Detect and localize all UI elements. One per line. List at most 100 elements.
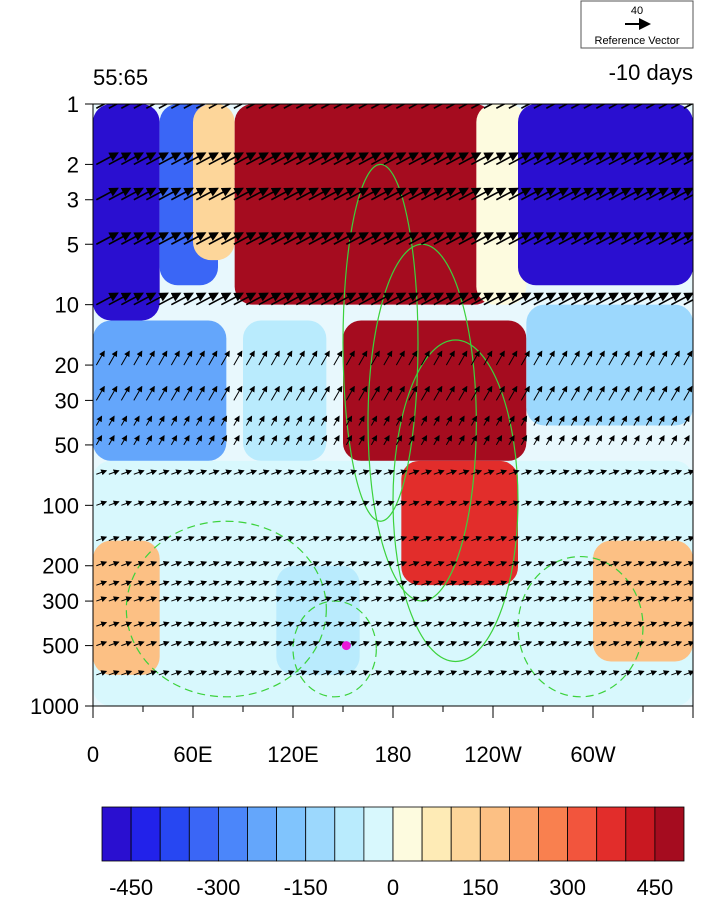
wind-vector-arrow (170, 152, 194, 166)
wind-vector-arrow (621, 469, 633, 476)
wind-vector-arrow (295, 187, 319, 201)
wind-vector-arrow (533, 104, 557, 109)
wind-vector-arrow (233, 232, 257, 245)
wind-vector-arrow (458, 232, 482, 245)
wind-vector-arrow (433, 292, 457, 306)
wind-vector-arrow (283, 621, 295, 628)
wind-vector-arrow (246, 561, 258, 567)
wind-vector-arrow (558, 292, 582, 306)
wind-vector-arrow (108, 535, 120, 542)
wind-vector-arrow (383, 596, 395, 603)
wind-vector-arrow (108, 434, 115, 446)
wind-vector-arrow (583, 292, 607, 306)
wind-vector-arrow (583, 596, 595, 603)
wind-vector-arrow (420, 385, 430, 401)
wind-vector-arrow (620, 187, 644, 201)
wind-vector-arrow (596, 580, 608, 587)
wind-vector-arrow (283, 415, 290, 426)
wind-vector-arrow (558, 187, 582, 201)
wind-vector-arrow (271, 561, 283, 567)
wind-vector-arrow (333, 104, 357, 109)
colorbar-swatch (479, 806, 510, 862)
wind-vector-arrow (345, 292, 369, 306)
wind-vector-arrow (683, 238, 693, 245)
wind-vector-arrow (146, 670, 158, 676)
wind-vector-arrow (545, 434, 553, 446)
colorbar-swatch (450, 806, 481, 862)
wind-vector-arrow (320, 152, 344, 166)
wind-vector-arrow (195, 187, 219, 201)
wind-vector-arrow (170, 385, 180, 401)
wind-vector-arrow (383, 415, 390, 426)
wind-vector-arrow (621, 561, 633, 567)
wind-vector-arrow (633, 104, 657, 109)
colorbar-swatch (130, 806, 161, 862)
wind-vector-arrow (308, 187, 332, 201)
field-cell (93, 104, 160, 321)
wind-vector-arrow (533, 640, 545, 647)
wind-vector-arrow (658, 385, 668, 401)
wind-vector-arrow (546, 640, 558, 647)
wind-vector-arrow (683, 350, 693, 366)
wind-vector-arrow (608, 561, 620, 567)
wind-vector-arrow (158, 292, 182, 306)
wind-vector-arrow (221, 535, 233, 542)
wind-vector-arrow (371, 621, 383, 628)
wind-vector-arrow (171, 621, 183, 628)
wind-vector-arrow (133, 500, 145, 507)
wind-vector-arrow (545, 104, 569, 109)
wind-vector-arrow (220, 292, 244, 306)
wind-vector-arrow (458, 292, 482, 306)
wind-vector-arrow (520, 385, 530, 401)
wind-vector-arrow (383, 535, 395, 542)
wind-vector-arrow (245, 187, 269, 201)
wind-vector-arrow (308, 104, 332, 109)
wind-vector-arrow (533, 561, 545, 567)
wind-vector-arrow (108, 640, 120, 647)
wind-vector-arrow (195, 292, 219, 306)
wind-vector-arrow (296, 621, 308, 628)
wind-vector-arrow (646, 469, 658, 476)
reference-vector-label: Reference Vector (595, 35, 680, 47)
wind-vector-arrow (358, 292, 382, 306)
wind-vector-arrow (195, 415, 203, 426)
wind-vector-arrow (445, 415, 453, 426)
wind-vector-arrow (670, 187, 693, 201)
wind-vector-arrow (558, 500, 570, 507)
wind-vector-arrow (383, 152, 407, 166)
wind-vector-arrow (433, 385, 443, 401)
wind-vector-arrow (496, 580, 508, 587)
wind-vector-arrow (95, 385, 105, 401)
contour-dashed (125, 520, 327, 698)
wind-vector-arrow (383, 350, 393, 366)
wind-vector-arrow (483, 415, 490, 426)
wind-vector-arrow (321, 640, 333, 647)
wind-vector-arrow (183, 596, 195, 603)
wind-vector-arrow (483, 292, 507, 306)
wind-vector-arrow (283, 500, 295, 507)
wind-vector-arrow (371, 670, 383, 676)
wind-vector-arrow (146, 596, 158, 603)
wind-vector-arrow (270, 292, 294, 306)
wind-vector-arrow (446, 640, 458, 647)
wind-vector-arrow (358, 469, 370, 476)
colorbar-swatch (421, 806, 452, 862)
wind-vector-arrow (145, 152, 169, 166)
wind-vector-arrow (146, 535, 158, 542)
wind-vector-arrow (421, 670, 433, 676)
wind-vector-arrow (508, 187, 532, 201)
wind-vector-arrow (646, 621, 658, 628)
wind-vector-arrow (408, 434, 415, 446)
wind-vector-arrow (608, 415, 615, 426)
wind-vector-arrow (470, 434, 478, 446)
wind-vector-arrow (345, 350, 355, 366)
wind-vector-arrow (133, 187, 157, 201)
wind-vector-arrow (145, 292, 169, 306)
wind-vector-arrow (345, 434, 353, 446)
wind-vector-arrow (246, 640, 258, 647)
wind-vector-arrow (458, 535, 470, 542)
wind-vector-arrow (433, 350, 443, 366)
wind-vector-arrow (645, 232, 669, 245)
wind-vector-arrow (408, 500, 420, 507)
wind-vector-arrow (483, 621, 495, 628)
